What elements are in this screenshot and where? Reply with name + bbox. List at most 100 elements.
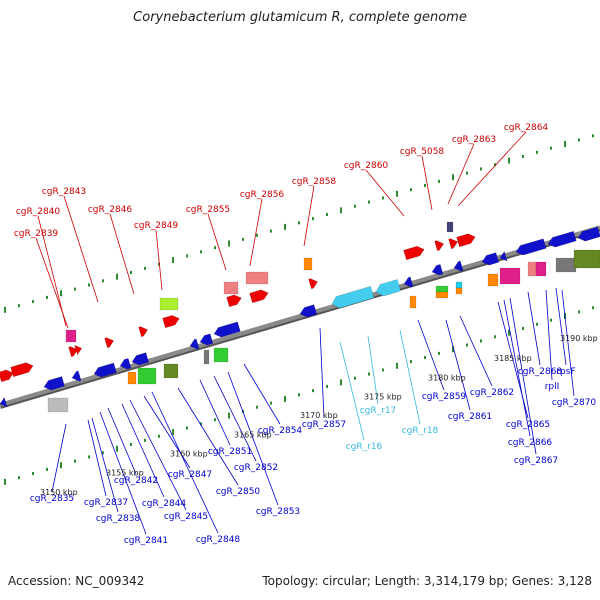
top-gene-label: cgR_2849 <box>134 221 179 231</box>
forward-gene <box>308 278 319 290</box>
forward-gene <box>249 289 269 304</box>
forward-gene <box>456 233 476 248</box>
genome-backbone <box>0 225 600 409</box>
bottom-gene-label: cgR_2862 <box>470 388 514 398</box>
gene-block <box>499 267 521 285</box>
gene-block <box>409 295 417 309</box>
leader-line <box>227 371 279 506</box>
top-tick <box>354 204 356 208</box>
top-tick <box>228 240 230 247</box>
bottom-tick <box>312 389 314 393</box>
bottom-tick <box>494 335 496 339</box>
forward-gene <box>138 326 149 338</box>
top-tick <box>102 279 104 283</box>
reverse-gene <box>499 250 508 262</box>
leader-line <box>545 289 553 381</box>
gene-block <box>245 271 269 285</box>
bottom-gene-label: cgR_2851 <box>208 447 252 457</box>
reverse-gene <box>43 376 65 391</box>
forward-gene <box>162 315 180 329</box>
bottom-gene-label: cgR_2847 <box>168 470 212 480</box>
bottom-tick <box>158 434 160 438</box>
top-gene-label: cgR_2864 <box>504 123 549 133</box>
scale-label: 3165 kbp <box>234 431 272 440</box>
gene-block <box>527 261 537 277</box>
bottom-tick <box>130 443 132 447</box>
scale-label: 3155 kbp <box>106 469 144 478</box>
bottom-tick <box>452 346 454 353</box>
forward-gene <box>74 344 83 356</box>
forward-gene <box>68 346 79 358</box>
reverse-gene <box>299 304 318 318</box>
forward-gene <box>104 337 115 349</box>
top-tick <box>340 207 342 214</box>
bottom-tick <box>186 426 188 430</box>
gene-block <box>47 397 69 413</box>
leader-line <box>107 407 137 475</box>
top-gene-label: cgR_2863 <box>452 135 496 145</box>
reverse-gene <box>93 362 117 378</box>
top-tick <box>592 134 594 138</box>
leader-line <box>207 213 227 271</box>
bottom-tick <box>354 376 356 380</box>
bottom-gene-label: cgR_2867 <box>514 456 558 466</box>
bottom-tick <box>18 476 20 480</box>
bottom-gene-label: cgR_2859 <box>422 392 467 402</box>
bottom-tick <box>74 459 76 463</box>
reverse-gene <box>199 333 214 346</box>
top-tick <box>130 271 132 275</box>
scale-label: 3160 kbp <box>170 450 208 459</box>
bottom-gene-label: cgR_2853 <box>256 507 300 517</box>
bottom-gene-label: cgR_2870 <box>552 398 597 408</box>
forward-gene <box>74 344 83 356</box>
gene-block <box>223 281 239 295</box>
forward-gene <box>0 369 14 383</box>
bottom-gene-label: cgR_2845 <box>164 512 208 522</box>
leader-line <box>213 375 257 462</box>
reverse-gene <box>213 321 241 338</box>
top-tick <box>74 287 76 291</box>
bottom-tick <box>284 395 286 402</box>
gene-block <box>163 363 179 379</box>
scale-labels: 3150 kbp 3155 kbp 3160 kbp 3165 kbp 3170 kbp… <box>40 334 598 497</box>
reverse-gene <box>189 338 200 350</box>
gene-block <box>487 273 499 287</box>
bottom-gene-label: cgR_2854 <box>258 426 303 436</box>
leader-line <box>445 319 471 411</box>
gene-block <box>555 257 577 273</box>
leader-line <box>51 423 67 493</box>
bottom-tick <box>340 379 342 386</box>
genome-summary-text: Topology: circular; Length: 3,314,179 bp… <box>262 574 592 588</box>
leader-line <box>527 291 541 366</box>
leader-line <box>91 417 119 513</box>
leader-line <box>365 169 405 217</box>
top-tick <box>116 273 118 280</box>
top-tick <box>60 290 62 297</box>
reverse-gene <box>431 264 444 276</box>
bottom-tick <box>536 322 538 326</box>
bottom-tick <box>200 422 202 426</box>
reverse-gene <box>119 358 132 370</box>
reverse-gene <box>131 352 150 366</box>
gene-block <box>535 261 547 277</box>
top-tick <box>270 229 272 233</box>
bottom-gene-label: rplI <box>545 382 560 392</box>
accession-text: Accession: NC_009342 <box>8 574 145 588</box>
reverse-gene <box>577 226 600 242</box>
gene-block <box>137 367 157 385</box>
tick-layer <box>4 134 594 485</box>
leader-line <box>303 185 315 247</box>
bottom-tick <box>368 372 370 376</box>
reverse-gene <box>43 376 65 391</box>
top-tick <box>46 295 48 299</box>
gene-block <box>573 249 600 269</box>
reverse-gene <box>0 396 8 408</box>
reverse-gene <box>71 370 82 382</box>
top-tick <box>214 246 216 250</box>
reverse-gene <box>299 304 318 318</box>
bottom-gene-label: cgR_2850 <box>216 487 261 497</box>
leader-line <box>243 363 281 425</box>
reverse-gene <box>131 352 150 366</box>
reverse-gene <box>403 276 414 288</box>
